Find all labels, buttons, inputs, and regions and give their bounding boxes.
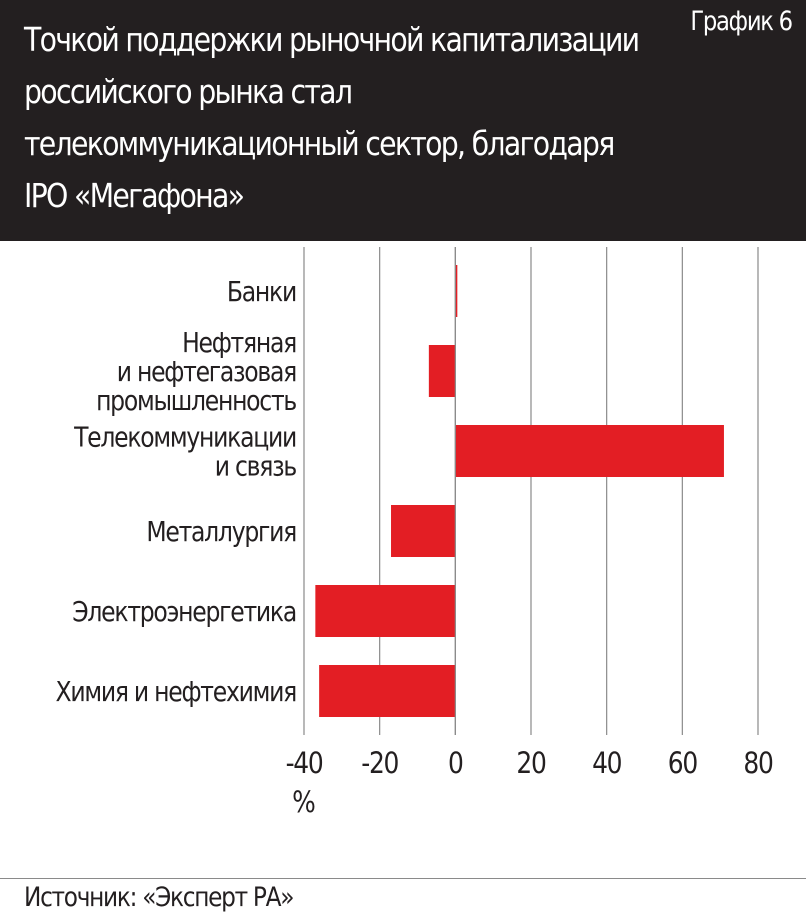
category-label: Химия и нефтехимия	[55, 676, 296, 708]
bar-chart: Банки Нефтяная и нефтегазовая промышленност…	[55, 247, 774, 820]
footer-divider	[0, 878, 806, 879]
x-tick-label: -40	[286, 747, 323, 780]
category-label: Телекоммуникации и связь	[73, 422, 296, 483]
bar	[319, 665, 456, 717]
x-tick-label: 80	[743, 747, 772, 780]
x-tick-label: 60	[668, 747, 697, 780]
x-tick-label: 40	[592, 747, 621, 780]
x-tick-label: -20	[361, 747, 398, 780]
bar	[455, 425, 724, 477]
bar	[455, 265, 458, 317]
chart-header: Точкой поддержки рыночной капитализации …	[0, 0, 806, 241]
bar	[315, 585, 456, 637]
x-tick-label: 20	[516, 747, 545, 780]
source-note: Источник: «Эксперт РА»	[24, 882, 294, 913]
category-label: Электроэнергетика	[72, 596, 296, 628]
bar	[428, 345, 456, 397]
bar	[391, 505, 456, 557]
x-axis-unit-label: %	[292, 786, 316, 819]
category-label: Нефтяная и нефтегазовая промышленность	[96, 327, 296, 417]
category-label: Металлургия	[146, 516, 296, 548]
category-label: Банки	[227, 276, 296, 308]
chart-number-tag: График 6	[690, 6, 793, 37]
chart-title: Точкой поддержки рыночной капитализации …	[24, 20, 640, 215]
x-tick-label: 0	[448, 747, 463, 780]
